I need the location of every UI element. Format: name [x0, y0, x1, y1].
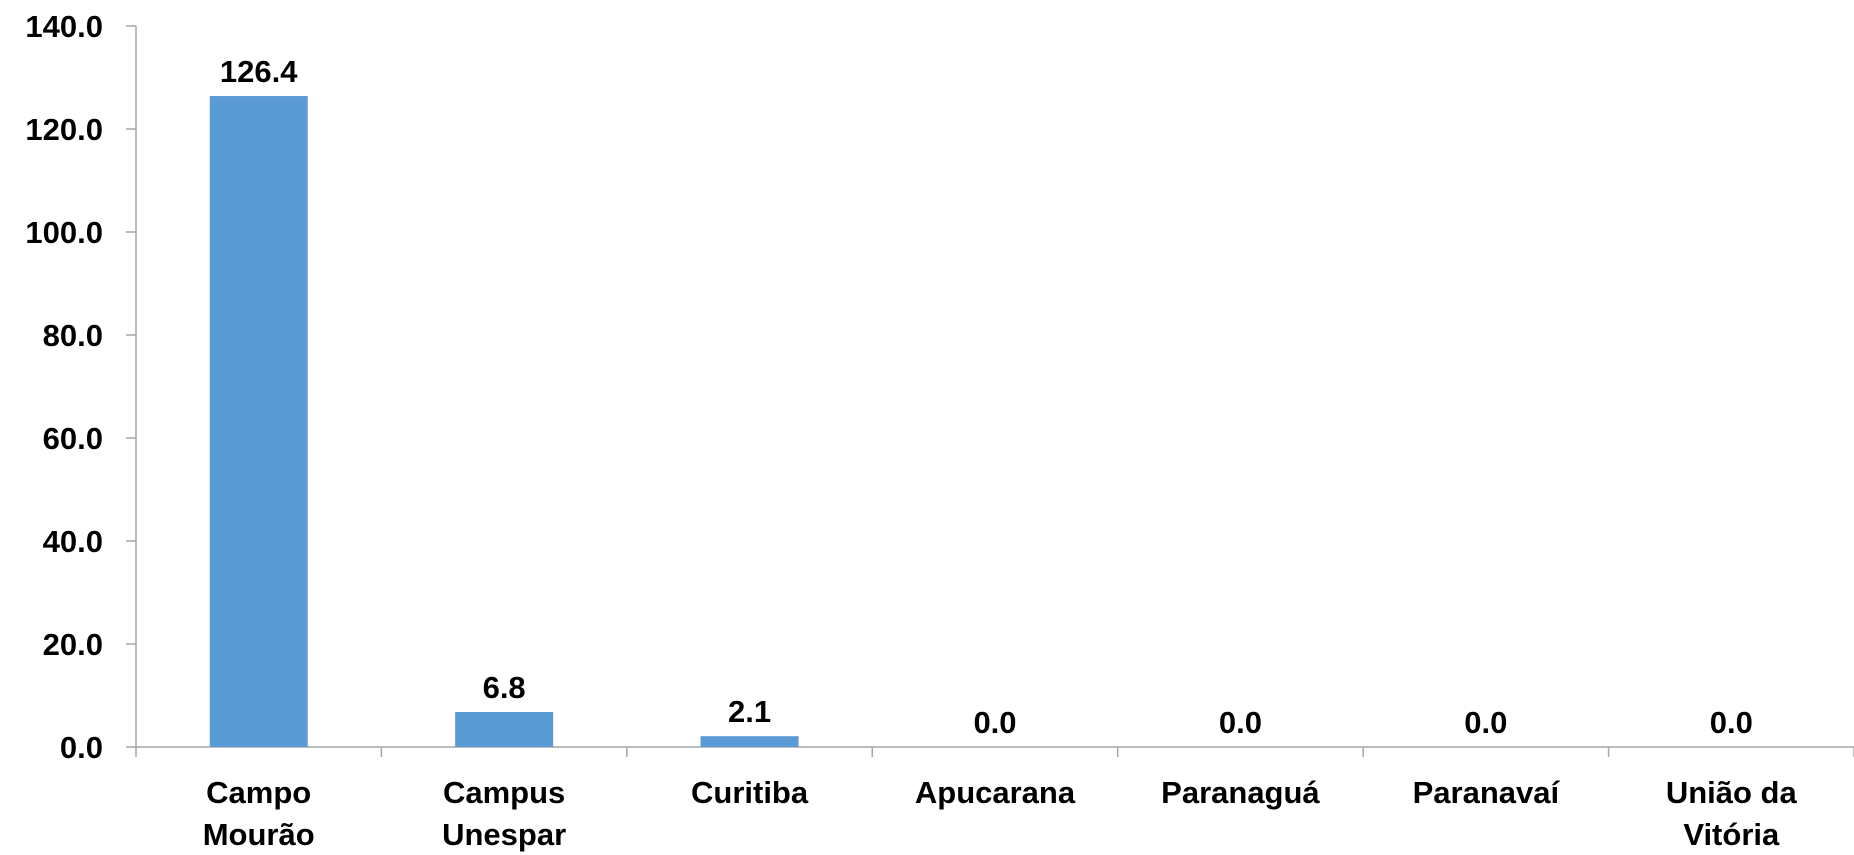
bars: [209, 96, 799, 748]
bar: [209, 96, 308, 748]
category-label: Campo: [206, 775, 311, 810]
y-tick-label: 120.0: [25, 112, 103, 147]
bar: [455, 711, 554, 747]
y-tick-label: 80.0: [43, 318, 103, 353]
y-tick-label: 100.0: [25, 215, 103, 250]
category-label: Campus: [443, 775, 565, 810]
data-label: 0.0: [1464, 705, 1507, 740]
data-labels: 126.4 6.8 2.1 0.0 0.0 0.0 0.0: [220, 54, 1753, 740]
bar: [700, 736, 799, 747]
category-label: Paranaguá: [1161, 775, 1320, 810]
data-label: 2.1: [728, 694, 771, 729]
y-tick-label: 140.0: [25, 9, 103, 44]
y-axis: 0.0 20.0 40.0 60.0 80.0 100.0 120.0 140.0: [25, 9, 137, 765]
category-label: Paranavaí: [1413, 775, 1561, 810]
category-label: Curitiba: [691, 775, 809, 810]
data-label: 0.0: [973, 705, 1016, 740]
y-tick-label: 40.0: [43, 524, 103, 559]
data-label: 6.8: [483, 670, 526, 705]
category-label: União da: [1666, 775, 1798, 810]
data-label: 126.4: [220, 54, 298, 89]
x-axis: Campo Mourão Campus Unespar Curitiba Apucaran…: [135, 746, 1854, 852]
y-tick-label: 60.0: [43, 421, 103, 456]
data-label: 0.0: [1219, 705, 1262, 740]
y-tick-label: 0.0: [60, 730, 103, 765]
y-tick-label: 20.0: [43, 627, 103, 662]
category-label: Vitória: [1683, 817, 1780, 852]
category-label: Mourão: [203, 817, 315, 852]
data-label: 0.0: [1710, 705, 1753, 740]
category-label: Apucarana: [915, 775, 1076, 810]
category-label: Unespar: [442, 817, 566, 852]
